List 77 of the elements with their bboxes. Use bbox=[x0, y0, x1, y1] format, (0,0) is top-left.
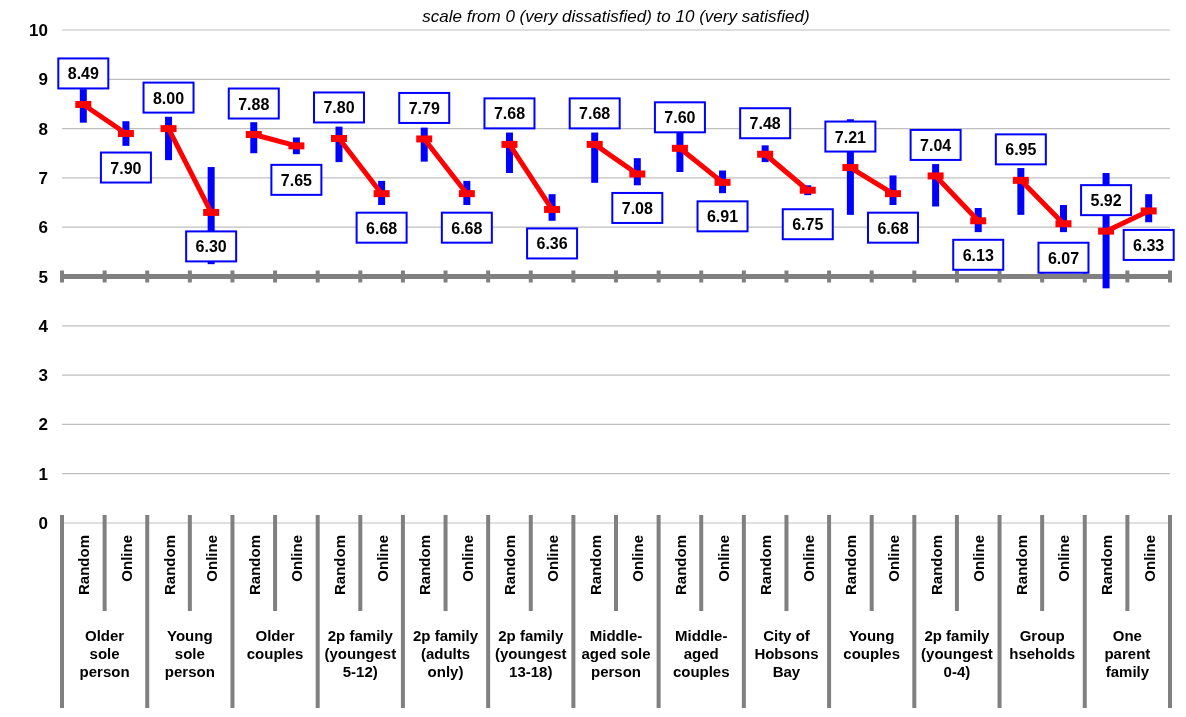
data-label: 7.90 bbox=[110, 159, 142, 177]
data-label: 6.30 bbox=[195, 238, 227, 256]
data-label: 6.07 bbox=[1047, 249, 1080, 267]
text: 2p family (youngest 13-18) bbox=[494, 627, 567, 680]
data-label: 7.80 bbox=[323, 99, 355, 117]
text: Young sole person bbox=[164, 627, 215, 680]
text: Middle-aged couples bbox=[672, 627, 730, 680]
x-tick-label: Online bbox=[1140, 535, 1158, 582]
y-tick-label: 1 bbox=[38, 464, 48, 484]
text: 2p family (youngest 0-4) bbox=[921, 627, 993, 680]
text: City of Hobsons Bay bbox=[754, 627, 819, 680]
x-tick-label: Online bbox=[544, 535, 562, 582]
x-tick-label: Online bbox=[288, 535, 306, 582]
data-label: 6.91 bbox=[706, 208, 739, 226]
data-label: 7.79 bbox=[408, 99, 440, 117]
x-tick-label: Random bbox=[160, 535, 178, 595]
data-label: 6.13 bbox=[962, 246, 994, 264]
x-tick-label: Random bbox=[757, 535, 775, 595]
data-label: 7.48 bbox=[749, 115, 781, 133]
text: Group hseholds bbox=[1009, 627, 1076, 662]
x-tick-label: Online bbox=[203, 535, 221, 582]
data-label: 7.88 bbox=[238, 95, 270, 113]
y-tick-label: 4 bbox=[38, 316, 49, 336]
y-tick-label: 5 bbox=[38, 267, 48, 287]
data-label: 7.08 bbox=[621, 199, 653, 217]
x-tick-label: Random bbox=[245, 535, 263, 595]
data-label: 7.68 bbox=[493, 105, 526, 123]
y-tick-label: 0 bbox=[38, 514, 48, 533]
y-tick-label: 7 bbox=[38, 168, 48, 188]
text: 2p family (youngest 5-12) bbox=[324, 627, 397, 680]
x-tick-label: Online bbox=[1055, 535, 1073, 582]
data-label: 6.68 bbox=[877, 219, 909, 237]
y-tick-label: 8 bbox=[38, 119, 48, 139]
data-label: 7.68 bbox=[579, 105, 611, 123]
data-label: 6.95 bbox=[1005, 141, 1037, 159]
text: 2p family (adults only) bbox=[413, 627, 479, 680]
y-tick-label: 6 bbox=[38, 218, 48, 238]
x-tick-label: Online bbox=[885, 535, 902, 582]
x-tick-label: Online bbox=[714, 535, 732, 582]
text: Young couples bbox=[843, 627, 901, 662]
x-tick-label: Random bbox=[1098, 535, 1116, 595]
y-tick-label: 3 bbox=[38, 366, 48, 386]
text: One parent family bbox=[1104, 627, 1151, 680]
x-tick-label: Random bbox=[331, 535, 348, 595]
x-tick-label: Random bbox=[927, 535, 945, 595]
x-tick-label: Random bbox=[75, 535, 93, 595]
y-tick-label: 9 bbox=[38, 70, 48, 90]
x-tick-label: Random bbox=[416, 535, 434, 595]
text: Middle-aged sole person bbox=[581, 627, 651, 680]
data-label: 7.60 bbox=[664, 109, 696, 127]
x-tick-label: Online bbox=[117, 535, 135, 582]
data-label: 8.00 bbox=[152, 89, 185, 107]
text: Older sole person bbox=[79, 627, 130, 680]
chart-title: scale from 0 (very dissatisfied) to 10 (very satisfied) bbox=[422, 7, 810, 26]
x-tick-label: Online bbox=[799, 535, 817, 582]
x-tick-label: Online bbox=[970, 535, 988, 582]
x-tick-label: Random bbox=[842, 535, 860, 595]
data-label: 7.04 bbox=[920, 136, 952, 154]
x-tick-label: Online bbox=[458, 535, 476, 582]
x-tick-label: Random bbox=[671, 535, 689, 595]
y-tick-label: 2 bbox=[38, 415, 48, 435]
y-tick-label: 10 bbox=[29, 21, 48, 40]
data-label: 6.68 bbox=[451, 219, 483, 237]
data-label: 6.68 bbox=[366, 219, 398, 237]
data-label: 7.21 bbox=[834, 128, 867, 146]
text: Older couples bbox=[246, 627, 304, 662]
x-tick-label: Random bbox=[1012, 535, 1030, 595]
x-tick-label: Random bbox=[501, 535, 519, 595]
data-label: 5.92 bbox=[1090, 192, 1122, 210]
x-tick-label: Online bbox=[373, 535, 391, 582]
data-label: 6.33 bbox=[1133, 236, 1165, 254]
data-label: 6.75 bbox=[792, 216, 824, 234]
data-label: 7.65 bbox=[280, 171, 313, 189]
x-tick-label: Online bbox=[629, 535, 647, 582]
data-label: 8.49 bbox=[67, 65, 99, 83]
data-label: 6.36 bbox=[536, 235, 568, 253]
x-tick-label: Random bbox=[586, 535, 604, 595]
